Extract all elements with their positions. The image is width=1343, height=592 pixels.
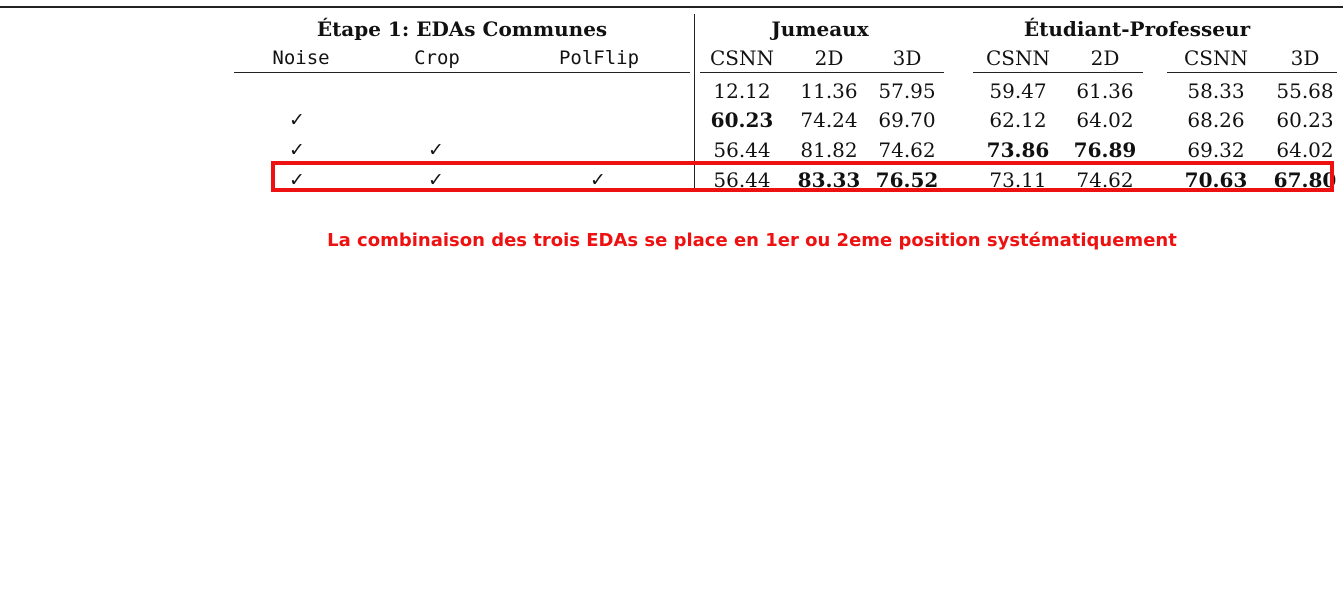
table-cell-row-2-col-1: 60.23 [710,108,774,132]
table-cell-row-1-col-6: 58.33 [1187,79,1245,103]
table-cell-row-3-col-2: 81.82 [800,138,858,162]
table-cell-row-2-col-6: 68.26 [1187,108,1245,132]
table-cell-row-1-col-4: 59.47 [989,79,1047,103]
table-cell-row-4-col-3: 76.52 [875,168,939,192]
table-cell-row-1-col-3: 57.95 [878,79,936,103]
table-cell-row-2-col-3: 69.70 [878,108,936,132]
table-cell-row-4-col-6: 70.63 [1184,168,1248,192]
table-cell-row-2-col-4: 62.12 [989,108,1047,132]
col-header-polflip: PolFlip [558,47,640,69]
table-cell-row-3-col-6: 69.32 [1187,138,1245,162]
table-cell-row-1-col-1: 12.12 [713,79,771,103]
checkmark-noise-row-2: ✓ [289,109,305,131]
table-cell-row-3-col-3: 74.62 [878,138,936,162]
table-cell-row-2-col-7: 60.23 [1276,108,1334,132]
col-header-st-3d: 3D [1290,46,1320,70]
cmid-rule-st-a [973,72,1143,73]
col-header-noise: Noise [272,47,330,69]
best-row-highlight-box [271,161,1334,192]
table-cell-row-4-col-5: 74.62 [1076,168,1134,192]
col-header-st-csnn2: CSNN [1183,46,1249,70]
table-cell-row-4-col-2: 83.33 [797,168,861,192]
cmid-rule-step1 [234,72,690,73]
table-cell-row-2-col-5: 64.02 [1076,108,1134,132]
column-separator [694,14,695,192]
table-cell-row-3-col-7: 64.02 [1276,138,1334,162]
table-cell-row-4-col-4: 73.11 [989,168,1047,192]
col-header-st-2d: 2D [1090,46,1120,70]
col-header-crop: Crop [414,47,460,69]
group-header-student-teacher: Étudiant-Professeur [1023,17,1251,41]
table-top-rule [0,6,1343,8]
group-header-twins: Jumeaux [771,17,869,41]
table-cell-row-1-col-2: 11.36 [800,79,858,103]
col-header-twins-2d: 2D [814,46,844,70]
checkmark-noise-row-3: ✓ [289,139,305,161]
table-cell-row-4-col-1: 56.44 [713,168,771,192]
col-header-st-csnn: CSNN [985,46,1051,70]
col-header-twins-csnn: CSNN [709,46,775,70]
cmid-rule-st-b [1167,72,1337,73]
checkmark-polflip-row-4: ✓ [590,169,606,191]
table-cell-row-1-col-5: 61.36 [1076,79,1134,103]
checkmark-crop-row-3: ✓ [428,139,444,161]
table-cell-row-1-col-7: 55.68 [1276,79,1334,103]
group-header-step1: Étape 1: EDAs Communes [316,17,608,41]
checkmark-crop-row-4: ✓ [428,169,444,191]
table-cell-row-3-col-1: 56.44 [713,138,771,162]
col-header-twins-3d: 3D [892,46,922,70]
table-cell-row-2-col-2: 74.24 [800,108,858,132]
checkmark-noise-row-4: ✓ [289,169,305,191]
annotation-text: La combinaison des trois EDAs se place e… [327,230,1177,251]
table-cell-row-3-col-4: 73.86 [986,138,1050,162]
table-cell-row-4-col-7: 67.80 [1273,168,1337,192]
table-cell-row-3-col-5: 76.89 [1073,138,1137,162]
cmid-rule-twins [700,72,944,73]
